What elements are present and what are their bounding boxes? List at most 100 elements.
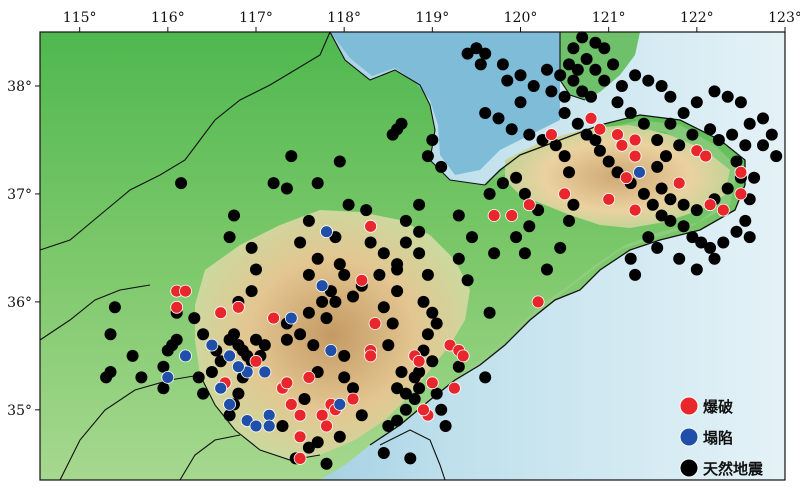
natural-earthquake-point [250,263,262,276]
lon-tick-label: 117° [239,10,273,26]
natural-earthquake-point [452,360,465,373]
natural-earthquake-point [329,295,342,308]
natural-earthquake-point [413,382,426,395]
natural-earthquake-point [320,457,333,470]
natural-earthquake-point [413,225,426,238]
blast-point [487,209,501,222]
lat-tick-label: 35° [7,403,32,419]
natural-earthquake-point [563,58,575,71]
natural-earthquake-point [386,317,399,330]
natural-earthquake-point [294,236,307,249]
natural-earthquake-point [404,452,417,465]
natural-earthquake-point [505,123,518,136]
natural-earthquake-point [245,285,258,298]
natural-earthquake-point [664,117,677,130]
natural-earthquake-point [748,171,761,184]
natural-earthquake-point [280,182,293,195]
natural-earthquake-point [660,150,672,163]
natural-earthquake-point [611,96,624,109]
natural-earthquake-point [541,63,553,76]
natural-earthquake-point [496,58,509,71]
natural-earthquake-point [743,117,756,130]
natural-earthquake-point [435,160,448,173]
natural-earthquake-point [642,74,655,87]
natural-earthquake-point [690,263,703,276]
collapse-point [223,397,237,411]
natural-earthquake-point [704,123,717,136]
lon-tick-label: 116° [151,10,185,26]
natural-earthquake-point [135,371,148,384]
blast-point [505,209,519,222]
natural-earthquake-point [501,74,514,87]
natural-earthquake-point [276,420,289,432]
lon-tick-label: 121° [592,10,626,26]
natural-earthquake-point [563,166,575,179]
blast-point [619,171,633,185]
natural-earthquake-point [598,74,611,87]
natural-earthquake-point [364,236,377,249]
natural-earthquake-point [311,177,324,190]
natural-earthquake-point [452,209,465,222]
lon-tick-label: 122° [680,10,714,26]
blast-point [170,300,184,314]
collapse-point [205,338,219,352]
natural-earthquake-point [347,382,359,395]
blast-point [267,311,281,325]
blast-point [364,219,378,233]
natural-earthquake-point [316,295,329,308]
natural-earthquake-point [391,285,404,298]
natural-earthquake-point [726,128,739,141]
blast-point [628,203,642,217]
natural-earthquake-point [421,268,434,281]
natural-earthquake-point [386,128,399,141]
natural-earthquake-point [391,414,404,427]
collapse-point [179,349,192,363]
natural-earthquake-point [223,231,236,244]
natural-earthquake-point [598,42,611,55]
natural-earthquake-point [391,382,404,395]
natural-earthquake-point [655,182,668,195]
natural-earthquake-point [580,53,593,65]
blast-point [346,392,360,406]
natural-earthquake-point [567,198,580,211]
natural-earthquake-point [197,328,210,341]
natural-earthquake-point [593,144,606,157]
natural-earthquake-point [228,209,240,222]
blast-point [302,370,316,384]
natural-earthquake-point [673,139,686,152]
natural-earthquake-point [338,349,351,362]
legend-item-collapse: 塌陷 [679,427,733,447]
natural-earthquake-point [267,177,280,190]
blast-point [214,306,228,320]
natural-earthquake-point [395,366,408,378]
natural-earthquake-point [704,241,717,254]
natural-earthquake-point [483,187,496,200]
natural-earthquake-point [757,112,769,125]
blast-point [293,451,307,465]
natural-earthquake-point [104,328,117,341]
lon-tick-label: 118° [327,10,361,26]
natural-earthquake-point [228,328,240,341]
blast-point [602,192,616,206]
natural-earthquake-point [245,241,258,254]
natural-earthquake-point [629,69,642,82]
natural-earthquake-point [629,268,642,281]
natural-earthquake-point [333,430,346,443]
natural-earthquake-point [496,177,509,190]
blast-point [412,354,426,368]
natural-earthquake-point [435,403,448,416]
natural-earthquake-point [664,90,677,103]
natural-earthquake-point [302,441,315,454]
blast-point [615,138,629,152]
natural-earthquake-point [421,150,434,163]
natural-earthquake-point [479,371,492,384]
natural-earthquake-point [430,317,443,330]
natural-earthquake-point [232,387,245,400]
coastline [369,114,746,446]
natural-earthquake-point [721,182,734,195]
natural-earthquake-point [413,198,426,211]
natural-earthquake-point [483,306,496,319]
blast-point [716,203,730,217]
natural-earthquake-point [298,393,311,405]
blast-point [703,198,717,212]
